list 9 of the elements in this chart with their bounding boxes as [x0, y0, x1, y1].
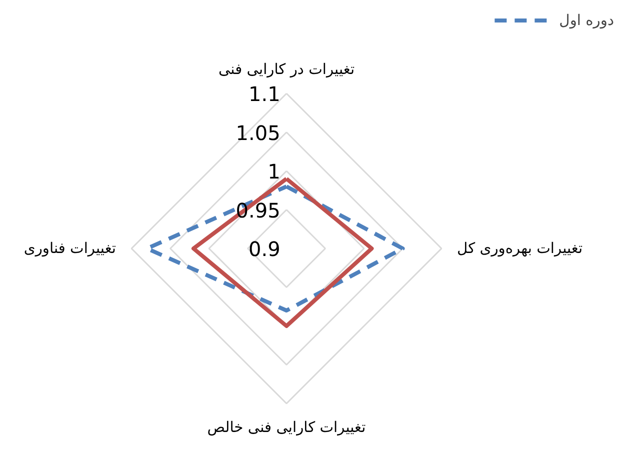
- y-tick-label: 1.05: [236, 120, 280, 145]
- spoke-label: تغییرات در کارایی فنی: [218, 61, 355, 78]
- spoke-label: تغییرات بهره‌وری کل: [457, 240, 583, 257]
- y-tick-label: 1.1: [248, 82, 280, 106]
- legend-label: دوره اول: [559, 12, 614, 28]
- y-tick-label: 0.9: [248, 237, 280, 261]
- spoke-label: تغییرات کارایی فنی خالص: [207, 419, 366, 436]
- y-tick-label: 1: [268, 160, 280, 184]
- spoke-label: تغییرات فناوری: [24, 240, 116, 257]
